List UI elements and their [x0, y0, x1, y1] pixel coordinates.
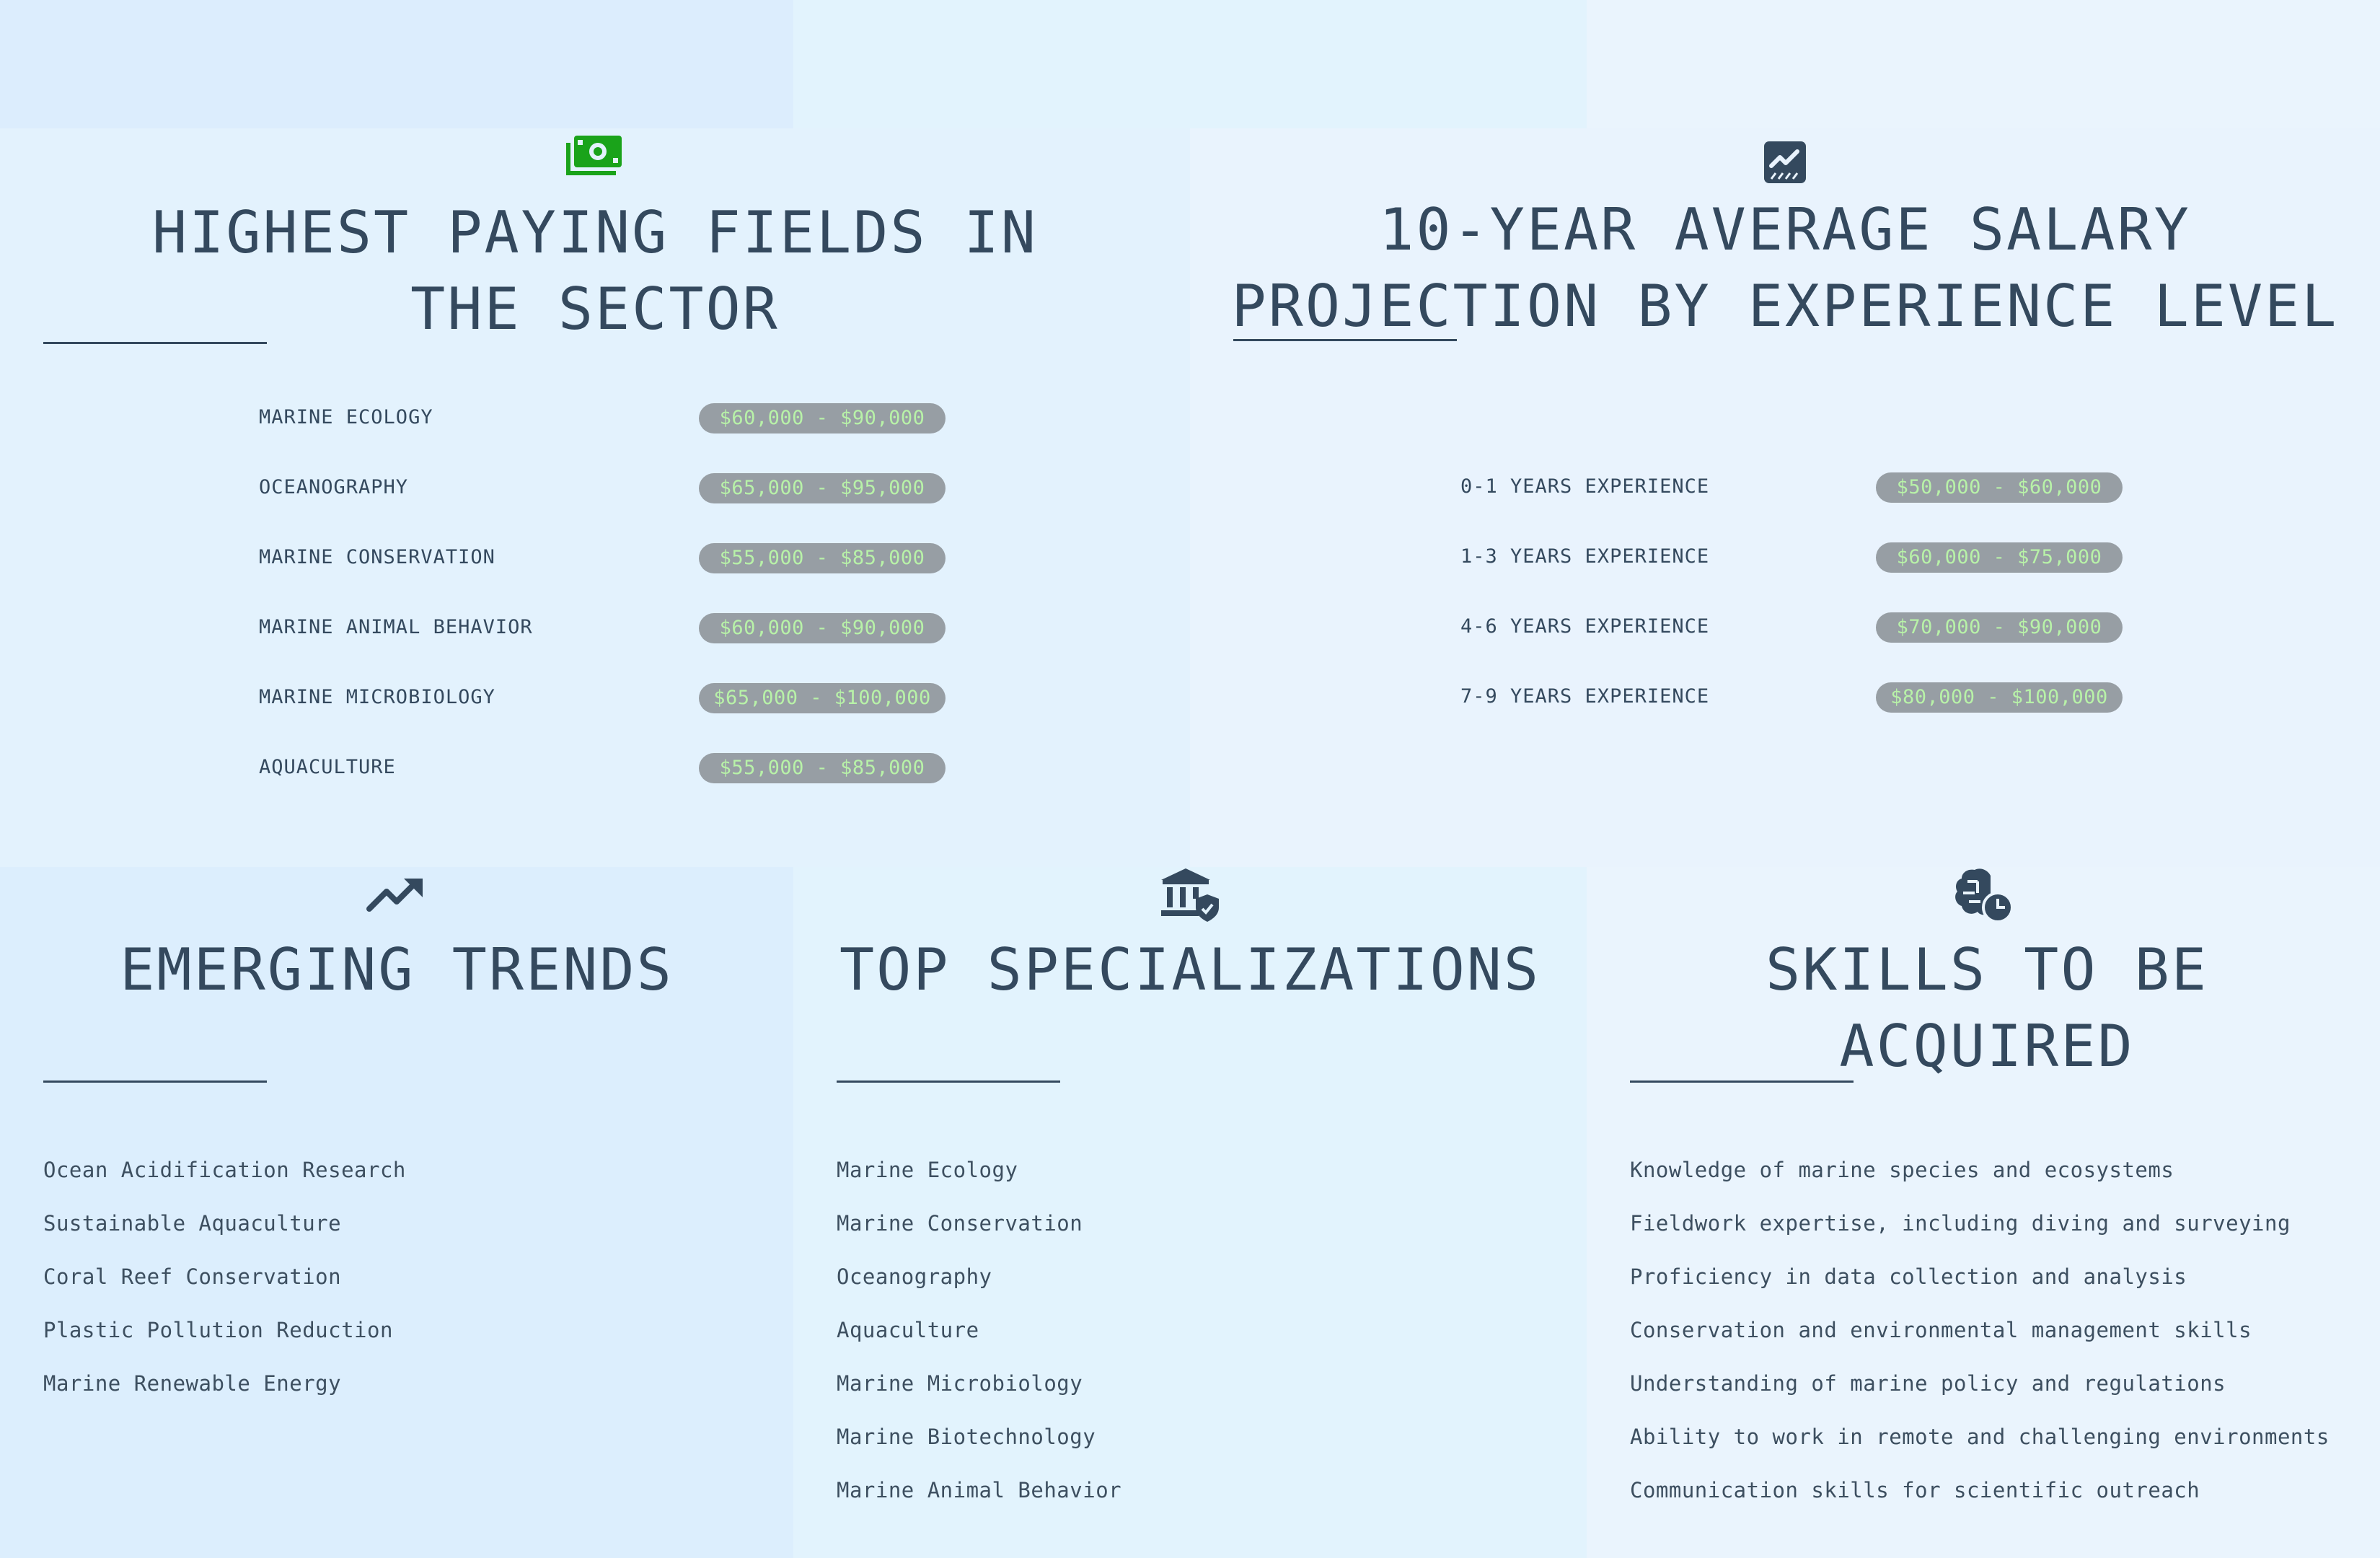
salary-range-badge: $60,000 - $75,000: [1876, 542, 2123, 573]
list-item: Sustainable Aquaculture: [43, 1211, 342, 1236]
list-item: Marine Animal Behavior: [837, 1478, 1122, 1502]
field-label: MARINE CONSERVATION: [259, 546, 495, 568]
top-specializations-title: TOP SPECIALIZATIONS: [839, 936, 1541, 1003]
list-item: Conservation and environmental managemen…: [1630, 1318, 2252, 1342]
salary-range-badge: $70,000 - $90,000: [1876, 612, 2123, 643]
salary-range-badge: $80,000 - $100,000: [1876, 682, 2123, 713]
brain-clock-icon: [1955, 868, 2014, 923]
skills-title: SKILLS TO BE ACQUIRED: [1766, 936, 2208, 1080]
background-block: [793, 867, 1587, 1558]
field-label: MARINE ECOLOGY: [259, 406, 433, 428]
list-item: Aquaculture: [837, 1318, 979, 1342]
list-item: Plastic Pollution Reduction: [43, 1318, 393, 1342]
background-block: [0, 867, 793, 1558]
title-divider: [1630, 1081, 1854, 1083]
salary-range-badge: $60,000 - $90,000: [699, 403, 946, 433]
emerging-trends-title: EMERGING TRENDS: [120, 936, 674, 1003]
building-shield-icon: [1161, 868, 1219, 922]
experience-label: 0-1 YEARS EXPERIENCE: [1460, 475, 1710, 498]
list-item: Marine Renewable Energy: [43, 1371, 342, 1396]
trending-up-icon: [366, 879, 423, 912]
chart-area-icon: [1764, 141, 1806, 183]
list-item: Coral Reef Conservation: [43, 1264, 342, 1289]
salary-range-badge: $50,000 - $60,000: [1876, 472, 2123, 503]
experience-label: 4-6 YEARS EXPERIENCE: [1460, 615, 1710, 638]
salary-range-badge: $55,000 - $85,000: [699, 753, 946, 783]
background-block: [793, 0, 1587, 128]
list-item: Marine Ecology: [837, 1158, 1018, 1182]
title-divider: [1233, 339, 1457, 341]
list-item: Marine Microbiology: [837, 1371, 1083, 1396]
background-block: [1190, 128, 2380, 867]
field-label: AQUACULTURE: [259, 756, 396, 778]
title-divider: [43, 342, 267, 344]
highest-paying-title: HIGHEST PAYING FIELDS IN THE SECTOR: [152, 199, 1038, 343]
background-block: [1587, 0, 2380, 128]
background-block: [1587, 867, 2380, 1558]
title-divider: [837, 1081, 1060, 1083]
field-label: MARINE MICROBIOLOGY: [259, 686, 495, 708]
list-item: Fieldwork expertise, including diving an…: [1630, 1211, 2291, 1236]
salary-range-badge: $55,000 - $85,000: [699, 543, 946, 573]
list-item: Communication skills for scientific outr…: [1630, 1478, 2200, 1502]
salary-range-badge: $65,000 - $100,000: [699, 683, 946, 713]
background-block: [0, 128, 1190, 867]
background-block: [0, 0, 793, 128]
list-item: Proficiency in data collection and analy…: [1630, 1264, 2187, 1289]
salary-projection-title: 10-YEAR AVERAGE SALARY PROJECTION BY EXP…: [1231, 196, 2339, 340]
list-item: Understanding of marine policy and regul…: [1630, 1371, 2226, 1396]
list-item: Knowledge of marine species and ecosyste…: [1630, 1158, 2174, 1182]
field-label: OCEANOGRAPHY: [259, 476, 409, 498]
list-item: Oceanography: [837, 1264, 992, 1289]
title-divider: [43, 1081, 267, 1083]
experience-label: 1-3 YEARS EXPERIENCE: [1460, 545, 1710, 568]
salary-range-badge: $65,000 - $95,000: [699, 473, 946, 503]
experience-label: 7-9 YEARS EXPERIENCE: [1460, 685, 1710, 708]
list-item: Ocean Acidification Research: [43, 1158, 406, 1182]
list-item: Ability to work in remote and challengin…: [1630, 1425, 2330, 1449]
list-item: Marine Biotechnology: [837, 1425, 1096, 1449]
money-bill-icon: [566, 136, 622, 175]
list-item: Marine Conservation: [837, 1211, 1083, 1236]
field-label: MARINE ANIMAL BEHAVIOR: [259, 616, 533, 638]
salary-range-badge: $60,000 - $90,000: [699, 613, 946, 643]
